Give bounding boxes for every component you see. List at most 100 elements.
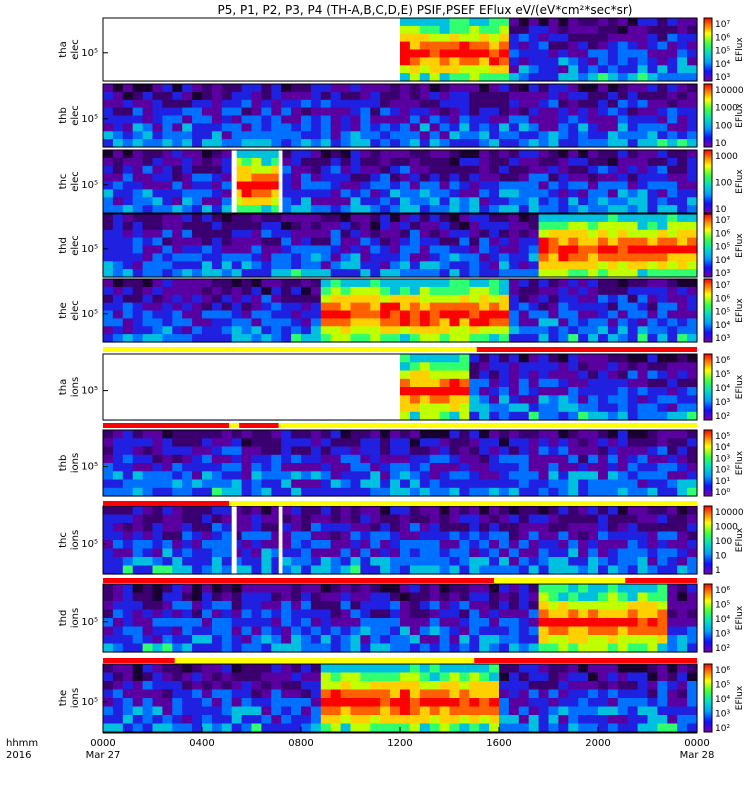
panel-frame: [102, 278, 698, 343]
mode-bar-the-elec: [103, 347, 697, 352]
date-label: Mar 27: [86, 750, 121, 761]
data-gap: [278, 150, 283, 213]
panel-frame: [102, 83, 698, 148]
colorbar-tick-label: 10²: [715, 644, 730, 654]
panel-ytick-label: 10⁵: [81, 244, 98, 255]
colorbar-tick-label: 10000: [715, 86, 744, 96]
colorbar-tick-label: 10³: [715, 269, 730, 279]
panel-frame: [102, 17, 698, 82]
colorbar-tick-label: 10⁴: [715, 443, 730, 453]
panel-ytick-label: 10⁵: [81, 309, 98, 320]
colorbar: [703, 83, 713, 148]
colorbar-tick-label: 10⁶: [715, 666, 730, 676]
panel-ytick-label: 10⁵: [81, 386, 98, 397]
mode-segment: [103, 578, 495, 583]
colorbar: [703, 663, 713, 733]
colorbar-tick-label: 10⁵: [715, 432, 730, 442]
colorbar-tick-label: 10³: [715, 710, 730, 720]
panel-frame: [102, 149, 698, 214]
colorbar: [703, 583, 713, 653]
colorbar-tick-label: 10⁶: [715, 586, 730, 596]
colorbar-tick-label: 10⁰: [715, 488, 730, 498]
time-tick-label: 0800: [288, 738, 313, 749]
mode-segment: [103, 501, 230, 506]
panel-frame: [102, 213, 698, 278]
panel-ylabel: thdions: [58, 608, 81, 628]
mode-bar-thc-ions: [103, 578, 697, 583]
time-tick-label: 2000: [585, 738, 610, 749]
mode-bar-thd-ions: [103, 658, 697, 663]
colorbar-tick-label: 10⁶: [715, 356, 730, 366]
mode-segment: [103, 423, 230, 428]
colorbar-tick-label: 10³: [715, 630, 730, 640]
colorbar-label: EFlux: [735, 169, 745, 194]
mode-segment: [229, 423, 240, 428]
colorbar-tick-label: 10: [715, 205, 727, 215]
colorbar: [703, 149, 713, 214]
mode-segment: [474, 658, 697, 663]
colorbar-tick-label: 10⁷: [715, 281, 730, 291]
panel-ylabel: thaelec: [58, 39, 81, 60]
colorbar-label: EFlux: [735, 37, 745, 62]
panel-ytick-label: 10⁵: [81, 114, 98, 125]
panel-ytick-label: 10⁵: [81, 180, 98, 191]
colorbar-label: EFlux: [735, 605, 745, 630]
panel-ylabel: thcions: [58, 530, 81, 550]
panel-frame: [102, 353, 698, 421]
panel-ytick-label: 10⁵: [81, 617, 98, 628]
colorbar-tick-label: 10⁴: [715, 615, 730, 625]
colorbar-tick-label: 10³: [715, 398, 730, 408]
colorbar-tick-label: 10000: [715, 508, 744, 518]
colorbar-tick-label: 10²: [715, 724, 730, 734]
panel-frame: [102, 429, 698, 497]
colorbar: [703, 505, 713, 575]
colorbar-tick-label: 10⁴: [715, 321, 730, 331]
colorbar-tick-label: 10⁴: [715, 256, 730, 266]
colorbar-tick-label: 10³: [715, 334, 730, 344]
colorbar: [703, 429, 713, 497]
colorbar-tick-label: 10⁵: [715, 47, 730, 57]
mode-segment: [494, 578, 626, 583]
date-label: Mar 28: [680, 750, 715, 761]
mode-segment: [239, 423, 279, 428]
colorbar-tick-label: 10⁴: [715, 384, 730, 394]
colorbar-tick-label: 100: [715, 121, 732, 131]
mode-segment: [174, 658, 475, 663]
colorbar-label: EFlux: [735, 527, 745, 552]
colorbar-tick-label: 1000: [715, 152, 738, 162]
panel-ytick-label: 10⁵: [81, 462, 98, 473]
colorbar-tick-label: 10³: [715, 73, 730, 83]
colorbar: [703, 213, 713, 278]
panel-thc-elec: thcelec 10⁵ 1000 100 10 EFlux: [58, 149, 745, 215]
colorbar-label: EFlux: [735, 450, 745, 475]
panel-ylabel: thbelec: [58, 105, 81, 126]
colorbar-tick-label: 10: [715, 552, 727, 562]
panel-ytick-label: 10⁵: [81, 539, 98, 550]
mode-segment: [278, 423, 697, 428]
colorbar-tick-label: 10⁶: [715, 33, 730, 43]
colorbar-tick-label: 10⁷: [715, 20, 730, 30]
data-gap: [278, 506, 283, 574]
colorbar-tick-label: 10: [715, 139, 727, 149]
panel-ytick-label: 10⁵: [81, 697, 98, 708]
colorbar-tick-label: 10³: [715, 454, 730, 464]
panel-ytick-label: 10⁵: [81, 48, 98, 59]
mode-bar-tha-ions: [103, 423, 697, 428]
panel-ylabel: theelec: [58, 300, 81, 321]
data-gap: [103, 18, 400, 81]
mode-bars: [103, 347, 697, 663]
colorbar-tick-label: 10⁴: [715, 60, 730, 70]
colorbar-label: EFlux: [735, 103, 745, 128]
panel-ylabel: thbions: [58, 453, 81, 473]
colorbar-tick-label: 10⁷: [715, 216, 730, 226]
time-tick-label: 0400: [189, 738, 214, 749]
colorbar-tick-label: 1: [715, 566, 721, 576]
data-gap: [103, 354, 400, 420]
colorbar-tick-label: 10⁴: [715, 695, 730, 705]
